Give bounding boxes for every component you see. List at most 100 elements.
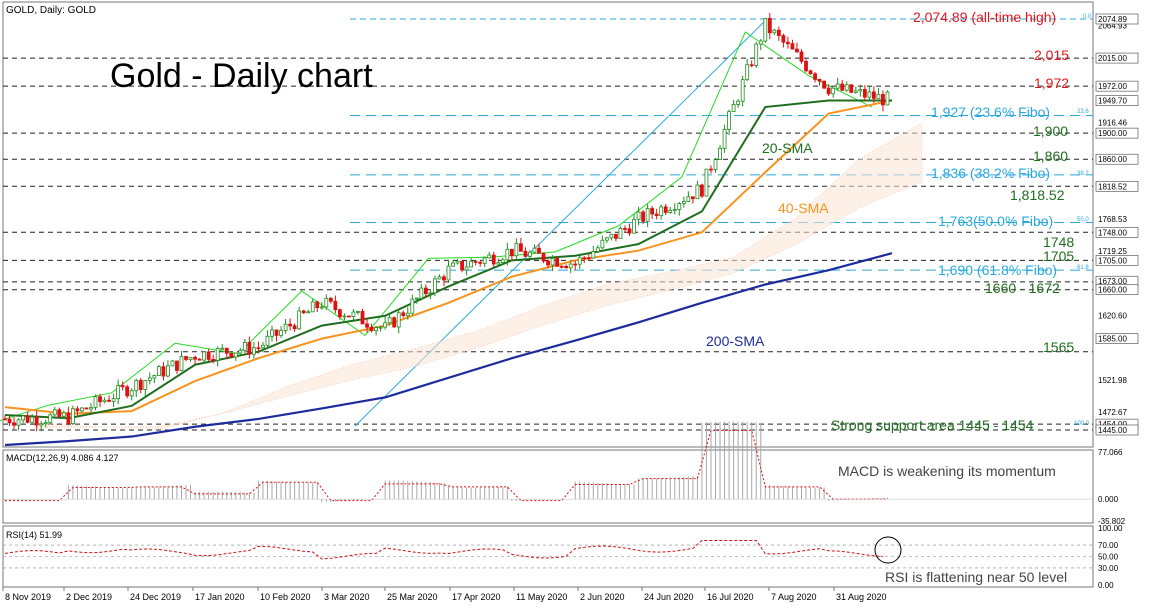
price-tag-box — [1095, 226, 1139, 238]
fibo-tag-61-8: 61.8 — [1077, 265, 1089, 271]
candle-body — [252, 347, 256, 355]
label-1705: 1705 — [1043, 248, 1074, 264]
candle-body — [745, 64, 750, 81]
rsi-highlight-circle — [874, 536, 902, 564]
candle-body — [491, 254, 496, 265]
candle-body — [790, 43, 795, 50]
candle-body — [586, 257, 591, 260]
candle-body — [401, 312, 406, 316]
candle-body — [695, 184, 700, 200]
label-20-sma: 20-SMA — [762, 140, 813, 156]
candle-body — [709, 168, 713, 171]
candle-body — [853, 90, 858, 93]
candle-body — [654, 213, 659, 217]
macd-note: MACD is weakening its momentum — [838, 463, 1056, 479]
date-tick-label: 7 Aug 2020 — [771, 592, 817, 602]
candle-body — [279, 330, 283, 336]
candle-body — [686, 196, 691, 202]
rsi-header: RSI(14) 51.99 — [6, 530, 62, 540]
candle-body — [609, 233, 614, 239]
candle-body — [75, 408, 80, 412]
candle-body — [102, 399, 107, 403]
rsi-tick-label: 100.00 — [1098, 524, 1123, 533]
candle-body — [636, 211, 641, 220]
label-strong-support: Strong support area 1445 - 1454 — [831, 417, 1034, 433]
label-1860: 1,860 — [1033, 148, 1068, 164]
price-tick-label: 2015.00 — [1098, 54, 1127, 63]
candle-body — [261, 344, 265, 349]
candle-body — [528, 251, 532, 257]
date-tick-label: 17 Jan 2020 — [195, 592, 245, 602]
ichimoku-cloud — [34, 122, 923, 429]
date-axis: 8 Nov 2019 2 Dec 2019 24 Dec 2019 17 Jan 20… — [2, 587, 887, 602]
date-tick-label: 2 Jun 2020 — [580, 592, 625, 602]
macd-tick-label: -35.802 — [1098, 517, 1126, 526]
candle-body — [383, 322, 388, 328]
indicator-lines — [0, 31, 893, 447]
candle-body — [16, 419, 21, 426]
fibo-tag-23-6: 23.6 — [1077, 109, 1089, 115]
candle-body — [206, 351, 211, 360]
price-tag-box — [1095, 127, 1139, 139]
candle-body — [419, 287, 424, 299]
candle-body — [632, 218, 636, 234]
price-tick-label: 1916.46 — [1098, 118, 1127, 127]
fibo-tag-50: 50.0 — [1077, 217, 1089, 223]
candle-body — [433, 278, 437, 294]
candle-body — [378, 326, 383, 329]
candle-body — [3, 418, 7, 421]
fibo-tag-0: 0.0 — [1083, 14, 1092, 20]
rsi-tick-label: 0.00 — [1098, 581, 1114, 590]
candle-body — [885, 91, 890, 106]
label-fibo-50: 1,763(50.0% Fibo) — [938, 213, 1053, 229]
candle-body — [43, 422, 48, 425]
date-tick-label: 24 Jun 2020 — [644, 592, 694, 602]
candle-body — [89, 406, 93, 410]
candle-body — [813, 73, 817, 80]
price-tag-box — [1095, 95, 1139, 106]
candle-body — [48, 414, 53, 423]
price-tick-label: 1768.53 — [1098, 215, 1127, 224]
candle-body — [600, 239, 605, 249]
main-panel-frame — [2, 1, 1094, 448]
candle-body — [781, 35, 786, 43]
candle-body — [30, 416, 35, 423]
candle-body — [681, 201, 686, 204]
price-tick-label: 1719.25 — [1098, 247, 1127, 256]
macd-tick-label: 0.000 — [1098, 495, 1119, 504]
candle-body — [451, 262, 455, 267]
candle-body — [297, 310, 302, 330]
sma-20-line — [4, 99, 892, 420]
candle-body — [116, 385, 121, 400]
candle-body — [57, 409, 62, 417]
rsi-tick-label: 70.00 — [1098, 541, 1119, 550]
price-tick-label: 1521.98 — [1098, 376, 1127, 385]
candle-body — [509, 248, 514, 257]
candle-body — [98, 396, 102, 403]
date-tick-label: 16 Jul 2020 — [707, 592, 754, 602]
candle-body — [704, 168, 709, 197]
price-tick-label: 1972.00 — [1098, 82, 1127, 91]
price-tick-label: 1673.00 — [1098, 277, 1127, 286]
candle-body — [423, 287, 428, 295]
candle-body — [573, 263, 578, 266]
price-tag-box — [1095, 13, 1139, 25]
candle-body — [351, 311, 356, 318]
candle-body — [496, 262, 501, 265]
candle-body — [623, 227, 627, 230]
candle-body — [306, 311, 311, 314]
price-tick-label: 1445.00 — [1098, 426, 1127, 435]
candle-body — [690, 196, 695, 200]
candle-body — [161, 366, 166, 377]
candle-body — [333, 300, 338, 311]
candle-body — [722, 128, 727, 149]
candle-body — [826, 87, 831, 95]
candle-body — [464, 266, 469, 271]
candle-body — [523, 250, 528, 257]
macd-tick-label: 77.066 — [1098, 448, 1123, 457]
label-1900: 1,900 — [1033, 123, 1068, 139]
candle-body — [604, 237, 609, 241]
candle-body — [532, 247, 537, 253]
price-tick-label: 1454.00 — [1098, 420, 1127, 429]
candle-body — [754, 43, 759, 66]
